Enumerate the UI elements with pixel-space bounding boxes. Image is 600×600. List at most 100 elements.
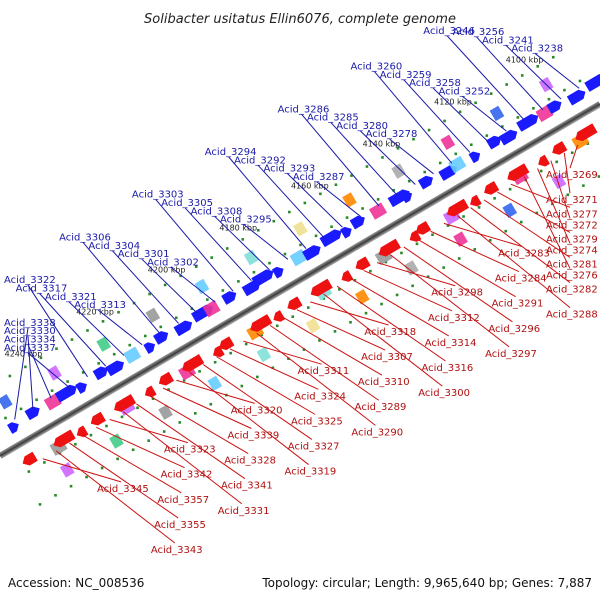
- gene-label[interactable]: Acid_3284: [495, 274, 547, 285]
- gene-label[interactable]: Acid_3357: [157, 495, 209, 506]
- gene-label[interactable]: Acid_3338: [4, 318, 56, 329]
- gene-label[interactable]: Acid_3306: [59, 232, 111, 243]
- gene-label[interactable]: Acid_3324: [294, 391, 346, 402]
- forward-gene-arrow: [468, 151, 481, 164]
- gene-label[interactable]: Acid_3283: [498, 249, 550, 260]
- track-tick: [54, 494, 57, 497]
- track-tick: [458, 110, 462, 114]
- gene-label[interactable]: Acid_3290: [351, 427, 403, 438]
- gene-label[interactable]: Acid_3287: [293, 172, 345, 183]
- gene-label[interactable]: Acid_3313: [74, 300, 126, 311]
- track-tick: [35, 398, 38, 402]
- track-tick: [330, 225, 333, 229]
- gene-label[interactable]: Acid_3258: [409, 78, 461, 89]
- track-tick: [225, 247, 229, 250]
- gene-label[interactable]: Acid_3323: [164, 445, 216, 456]
- gene-label[interactable]: Acid_3310: [358, 377, 410, 388]
- gene-label[interactable]: Acid_3314: [425, 338, 477, 349]
- track-tick: [70, 338, 74, 341]
- gene-label[interactable]: Acid_3321: [45, 292, 97, 303]
- gene-label[interactable]: Acid_3303: [132, 190, 184, 201]
- gene-label[interactable]: Acid_3291: [492, 299, 544, 310]
- gene-label[interactable]: Acid_3318: [364, 327, 416, 338]
- gene-label[interactable]: Acid_3296: [488, 324, 540, 335]
- gene-label[interactable]: Acid_3325: [291, 416, 343, 427]
- gene-label[interactable]: Acid_3281: [546, 259, 598, 270]
- track-tick: [314, 234, 318, 238]
- gene-label[interactable]: Acid_3308: [191, 206, 243, 217]
- gene-label[interactable]: Acid_3311: [298, 366, 350, 377]
- gene-label[interactable]: Acid_3331: [218, 506, 270, 517]
- gene-label[interactable]: Acid_3334: [4, 335, 56, 346]
- gene-label[interactable]: Acid_3294: [205, 147, 257, 158]
- gene-label[interactable]: Acid_3298: [431, 288, 483, 299]
- gene-leader-line: [136, 403, 246, 480]
- gene-label[interactable]: Acid_3272: [546, 220, 598, 231]
- accession-text: Accession: NC_008536: [8, 576, 144, 590]
- gene-label[interactable]: Acid_3289: [355, 402, 407, 413]
- gene-leader-line: [432, 87, 489, 143]
- track-tick: [148, 292, 151, 296]
- gene-leader-line: [82, 242, 161, 335]
- gene-label[interactable]: Acid_3330: [4, 326, 56, 337]
- gene-label[interactable]: Acid_3327: [288, 441, 340, 452]
- gene-label[interactable]: Acid_3292: [234, 155, 286, 166]
- gene-label[interactable]: Acid_3277: [546, 209, 598, 220]
- gene-label[interactable]: Acid_3238: [511, 44, 563, 55]
- gene-label[interactable]: Acid_3271: [546, 195, 598, 206]
- gene-label[interactable]: Acid_3341: [221, 481, 273, 492]
- gene-label[interactable]: Acid_3256: [453, 27, 505, 38]
- gene-label[interactable]: Acid_3274: [546, 245, 598, 256]
- reverse-gene-arrow: [538, 154, 550, 167]
- gene-label[interactable]: Acid_3339: [227, 431, 279, 442]
- gene-label[interactable]: Acid_3302: [147, 257, 199, 268]
- track-tick: [426, 275, 430, 279]
- gene-label[interactable]: Acid_3276: [546, 270, 598, 281]
- track-tick: [303, 201, 307, 205]
- track-tick: [597, 175, 600, 178]
- gene-label[interactable]: Acid_3343: [151, 545, 203, 556]
- gene-label[interactable]: Acid_3282: [546, 285, 598, 296]
- track-tick: [24, 365, 27, 369]
- gene-block: [256, 346, 272, 363]
- gene-label[interactable]: Acid_3355: [154, 520, 206, 531]
- gene-label[interactable]: Acid_3304: [88, 241, 140, 252]
- forward-gene-arrow: [584, 74, 600, 92]
- gene-label[interactable]: Acid_3301: [118, 249, 170, 260]
- gene-label[interactable]: Acid_3241: [482, 35, 534, 46]
- reverse-gene-arrow: [53, 429, 76, 448]
- gene-label[interactable]: Acid_3260: [350, 62, 402, 73]
- gene-label[interactable]: Acid_3279: [546, 234, 598, 245]
- track-tick: [86, 329, 89, 332]
- gene-label[interactable]: Acid_3278: [366, 129, 418, 140]
- track-tick: [268, 261, 271, 265]
- gene-label[interactable]: Acid_3246: [423, 26, 475, 37]
- gene-label[interactable]: Acid_3295: [220, 215, 272, 226]
- gene-label[interactable]: Acid_3345: [97, 484, 149, 495]
- gene-label[interactable]: Acid_3288: [546, 310, 598, 321]
- gene-label[interactable]: Acid_3297: [485, 349, 537, 360]
- gene-label[interactable]: Acid_3259: [380, 70, 432, 81]
- gene-label[interactable]: Acid_3328: [224, 456, 276, 467]
- gene-label[interactable]: Acid_3342: [161, 470, 213, 481]
- topology-text: Topology: circular; Length: 9,965,640 bp…: [261, 576, 592, 590]
- gene-leader-line: [55, 450, 176, 544]
- gene-label[interactable]: Acid_3312: [428, 313, 480, 324]
- gene-label[interactable]: Acid_3300: [418, 388, 470, 399]
- gene-label[interactable]: Acid_3252: [438, 86, 490, 97]
- gene-label[interactable]: Acid_3293: [263, 164, 315, 175]
- gene-label[interactable]: Acid_3305: [161, 198, 213, 209]
- gene-label[interactable]: Acid_3286: [278, 104, 330, 115]
- gene-leader-line: [141, 258, 198, 314]
- gene-label[interactable]: Acid_3320: [231, 405, 283, 416]
- gene-label[interactable]: Acid_3269: [546, 170, 598, 181]
- gene-label[interactable]: Acid_3322: [4, 275, 56, 286]
- gene-label[interactable]: Acid_3285: [307, 113, 359, 124]
- reverse-gene-arrow: [415, 220, 432, 235]
- gene-label[interactable]: Acid_3317: [16, 283, 68, 294]
- gene-label[interactable]: Acid_3319: [285, 467, 337, 478]
- gene-leader-line: [350, 277, 450, 337]
- gene-label[interactable]: Acid_3280: [336, 121, 388, 132]
- gene-label[interactable]: Acid_3307: [361, 352, 413, 363]
- gene-label[interactable]: Acid_3316: [422, 363, 474, 374]
